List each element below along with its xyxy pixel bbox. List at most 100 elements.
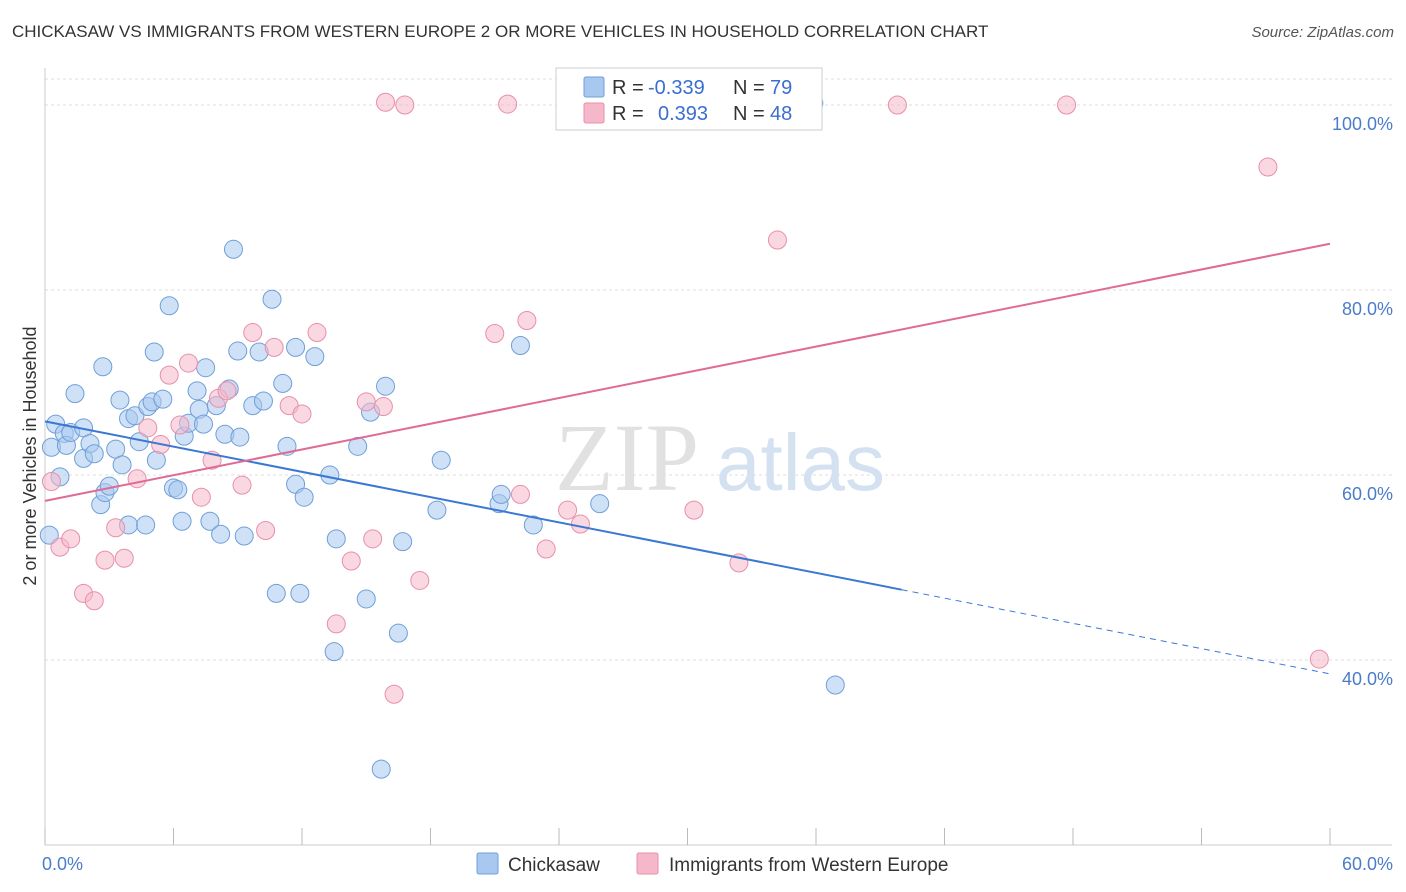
immigrants-point xyxy=(191,487,211,507)
immigrants-point xyxy=(264,337,284,357)
x-tick-label: 0.0% xyxy=(42,854,83,874)
legend-swatch-immigrants xyxy=(583,102,605,124)
chickasaw-point xyxy=(273,373,293,393)
chickasaw-point xyxy=(230,427,250,447)
legend-n-label-2: N = xyxy=(733,103,765,125)
immigrants-point xyxy=(363,529,383,549)
y-tick-label: 80.0% xyxy=(1342,299,1393,319)
chickasaw-point xyxy=(200,511,220,531)
legend-r-label-1: R = xyxy=(612,77,644,99)
immigrants-point xyxy=(95,550,115,570)
chickasaw-point xyxy=(590,494,610,514)
legend-r-value-2: 0.393 xyxy=(658,103,708,125)
legend-n-label-1: N = xyxy=(733,77,765,99)
legend-swatch-chickasaw xyxy=(583,76,605,98)
immigrants-point xyxy=(376,92,396,112)
bottom-legend: Chickasaw Immigrants from Western Europe xyxy=(476,852,948,876)
immigrants-point xyxy=(570,514,590,534)
chickasaw-point xyxy=(112,455,132,475)
immigrants-point xyxy=(106,518,126,538)
tick-labels: 40.0% 60.0% 80.0% 100.0% 0.0% 60.0% xyxy=(42,114,1393,874)
chickasaw-trend-extension xyxy=(901,589,1331,675)
bottom-legend-swatch-immigrants xyxy=(636,852,659,875)
chickasaw-point xyxy=(228,341,248,361)
chickasaw-point xyxy=(305,347,325,367)
immigrants-point xyxy=(1057,95,1077,115)
chickasaw-point xyxy=(136,515,156,535)
chickasaw-point xyxy=(290,583,310,603)
immigrants-point xyxy=(127,469,147,489)
chickasaw-point xyxy=(39,525,59,545)
chickasaw-point xyxy=(153,389,173,409)
chickasaw-point xyxy=(168,480,188,500)
legend-r-value-1: -0.339 xyxy=(648,77,705,99)
top-legend: R = -0.339 N = 79 R = 0.393 N = 48 xyxy=(555,67,823,131)
y-axis-label: 2 or more Vehicles in Household xyxy=(20,326,40,585)
immigrants-point xyxy=(887,95,907,115)
immigrants-trend-line xyxy=(44,242,1331,502)
immigrants-point xyxy=(356,392,376,412)
y-tick-label: 60.0% xyxy=(1342,484,1393,504)
legend-n-value-1: 79 xyxy=(770,77,792,99)
chart-source: Source: ZipAtlas.com xyxy=(1251,24,1394,41)
chart-title: CHICKASAW VS IMMIGRANTS FROM WESTERN EUR… xyxy=(12,22,989,41)
immigrants-point xyxy=(256,521,276,540)
immigrants-point xyxy=(510,484,530,504)
immigrants-point xyxy=(307,323,327,343)
chickasaw-point xyxy=(510,336,530,355)
immigrants-point xyxy=(84,591,104,611)
y-tick-label: 40.0% xyxy=(1342,669,1393,689)
chickasaw-point xyxy=(253,391,273,411)
bottom-legend-swatch-chickasaw xyxy=(476,852,499,875)
chickasaw-point xyxy=(326,529,346,549)
immigrants-point xyxy=(384,684,404,704)
data-points xyxy=(39,92,1329,779)
immigrants-point xyxy=(326,614,346,634)
immigrants-point xyxy=(292,404,312,424)
chickasaw-point xyxy=(234,526,254,546)
watermark-zip: ZIP xyxy=(555,404,699,511)
chickasaw-point xyxy=(324,642,344,662)
chickasaw-point xyxy=(427,500,447,520)
legend-r-label-2: R = xyxy=(612,103,644,125)
immigrants-point xyxy=(138,418,158,438)
chickasaw-point xyxy=(146,450,166,470)
grid-lines xyxy=(45,78,1392,661)
immigrants-point xyxy=(485,323,505,343)
chickasaw-point xyxy=(84,444,104,464)
chickasaw-point xyxy=(159,296,179,316)
chickasaw-point xyxy=(65,384,85,404)
immigrants-point xyxy=(684,500,704,520)
immigrants-point xyxy=(1309,649,1329,669)
chickasaw-trend-line xyxy=(44,420,902,591)
immigrants-point xyxy=(61,529,81,549)
immigrants-point xyxy=(217,381,237,401)
chickasaw-point xyxy=(431,450,451,470)
chickasaw-point xyxy=(172,511,192,531)
legend-n-value-2: 48 xyxy=(770,103,792,125)
chickasaw-point xyxy=(371,759,391,779)
axes xyxy=(44,68,1392,846)
watermark-atlas: atlas xyxy=(716,418,885,507)
immigrants-point xyxy=(114,548,134,568)
immigrants-point xyxy=(170,415,190,435)
immigrants-point xyxy=(1258,157,1278,177)
chickasaw-point xyxy=(286,337,306,357)
immigrants-point xyxy=(159,365,179,385)
chickasaw-point xyxy=(294,487,314,507)
immigrants-point xyxy=(41,471,61,491)
chickasaw-point xyxy=(193,414,213,434)
chickasaw-point xyxy=(266,583,286,603)
y-tick-label: 100.0% xyxy=(1332,114,1393,134)
chickasaw-point xyxy=(144,342,164,362)
bottom-legend-label-chickasaw: Chickasaw xyxy=(508,855,600,876)
x-tick-label: 60.0% xyxy=(1342,854,1393,874)
immigrants-point xyxy=(767,230,787,250)
chickasaw-point xyxy=(356,589,376,609)
chickasaw-point xyxy=(223,239,243,259)
immigrants-point xyxy=(373,397,393,417)
chickasaw-point xyxy=(125,406,145,426)
chickasaw-point xyxy=(93,357,113,377)
immigrants-point xyxy=(243,323,263,343)
